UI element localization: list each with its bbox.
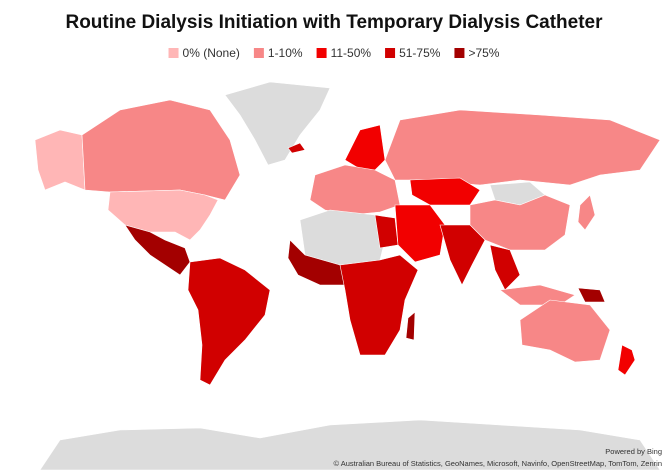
madagascar bbox=[405, 311, 416, 341]
alaska bbox=[34, 129, 86, 191]
powered-by: Powered by Bing bbox=[605, 447, 662, 456]
iceland bbox=[287, 142, 306, 154]
southeast-asia bbox=[489, 244, 521, 291]
south-america bbox=[187, 257, 271, 386]
greenland bbox=[224, 81, 331, 166]
legend-swatch bbox=[168, 48, 179, 58]
legend-swatch bbox=[385, 48, 396, 58]
europe bbox=[309, 164, 401, 216]
central-america bbox=[124, 224, 191, 276]
australia bbox=[519, 299, 611, 363]
legend-label: 51-75% bbox=[399, 46, 441, 60]
japan bbox=[577, 194, 596, 231]
west-africa bbox=[287, 239, 351, 286]
credits: © Australian Bureau of Statistics, GeoNa… bbox=[334, 459, 662, 468]
legend-label: 11-50% bbox=[331, 46, 372, 60]
new-zealand bbox=[617, 344, 636, 376]
russia bbox=[384, 109, 661, 186]
legend-swatch bbox=[253, 48, 264, 58]
legend-label: 0% (None) bbox=[183, 46, 240, 60]
papua bbox=[577, 287, 606, 303]
legend-label: 1-10% bbox=[268, 46, 303, 60]
title: Routine Dialysis Initiation with Tempora… bbox=[65, 12, 603, 33]
usa bbox=[107, 189, 219, 241]
central-africa bbox=[339, 254, 419, 356]
legend: 0% (None) 1-10% 11-50% 51-75% >75% bbox=[168, 46, 500, 60]
canada bbox=[81, 99, 241, 201]
india bbox=[439, 224, 486, 286]
middle-east bbox=[394, 204, 446, 263]
antarctica bbox=[39, 419, 661, 471]
legend-label: >75% bbox=[468, 46, 499, 60]
legend-swatch bbox=[316, 48, 327, 58]
world-map bbox=[34, 81, 661, 471]
legend-swatch bbox=[454, 48, 465, 58]
north-africa bbox=[299, 209, 386, 266]
indonesia bbox=[499, 284, 576, 306]
